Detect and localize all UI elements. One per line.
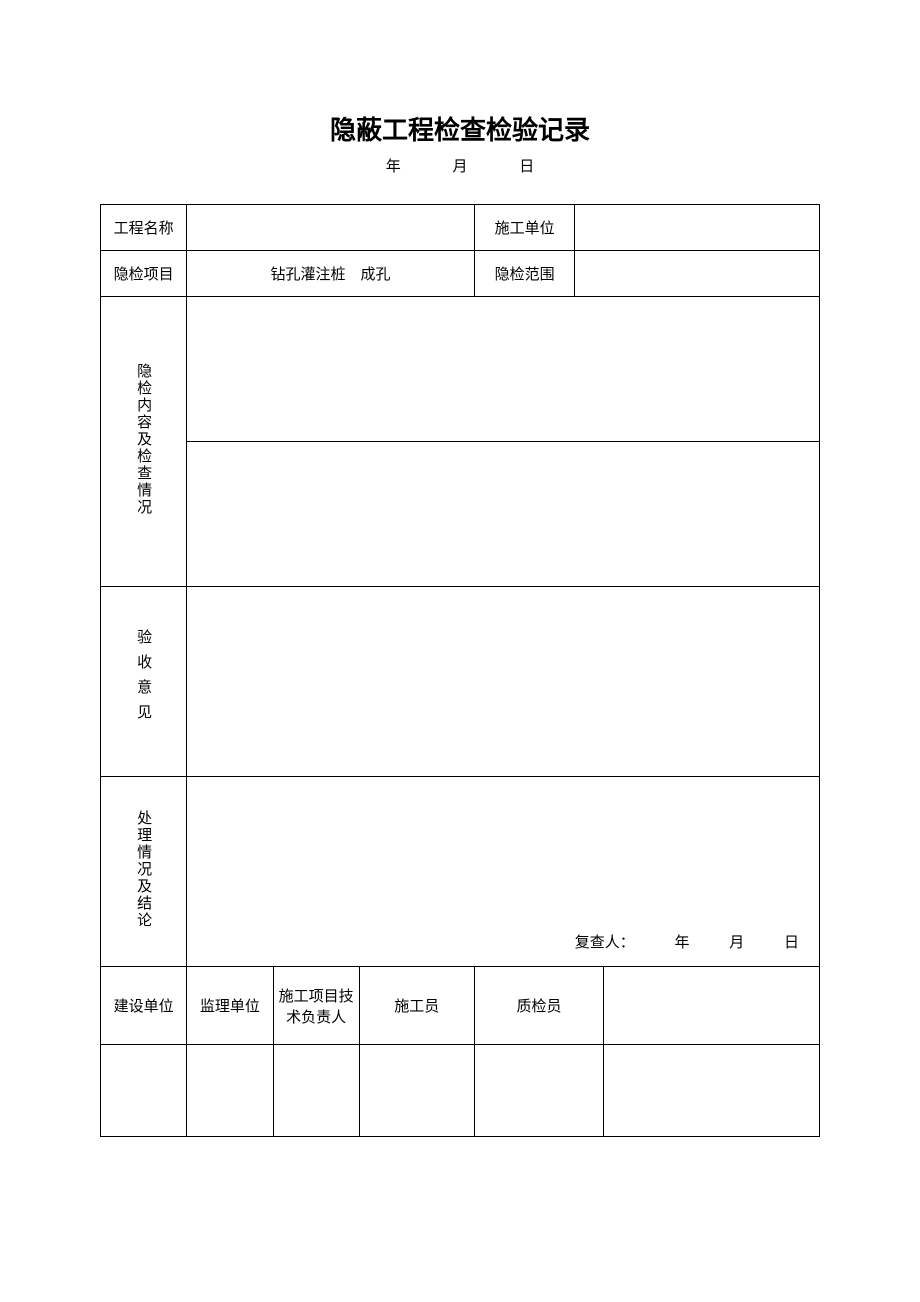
signer-tech-lead: 施工项目技术负责人: [273, 967, 359, 1045]
value-handling-conclusion: 复查人： 年 月 日: [187, 777, 820, 967]
content-inspection-lower: [187, 442, 820, 587]
label-handling-conclusion-text: 处理情况及结论: [133, 810, 154, 929]
signer-builder: 施工员: [359, 967, 474, 1045]
table-row: [101, 1045, 820, 1137]
date-day: 日: [519, 155, 534, 176]
table-row: 工程名称 施工单位: [101, 205, 820, 251]
value-acceptance-opinion: [187, 587, 820, 777]
value-inspect-scope: [575, 251, 820, 297]
review-line: 复查人： 年 月 日: [575, 935, 799, 951]
sig-cell: [359, 1045, 474, 1137]
signer-construction-owner: 建设单位: [101, 967, 187, 1045]
sig-cell: [604, 1045, 820, 1137]
table-row: [101, 442, 820, 587]
review-month: 月: [729, 935, 744, 951]
review-year: 年: [674, 935, 689, 951]
sig-cell: [187, 1045, 273, 1137]
table-row: 验收意见: [101, 587, 820, 777]
sig-cell: [474, 1045, 603, 1137]
date-month: 月: [452, 155, 467, 176]
label-content-inspection-text: 隐检内容及检查情况: [133, 363, 154, 516]
date-line: 年 月 日: [100, 155, 820, 176]
date-year: 年: [386, 155, 401, 176]
label-inspect-scope: 隐检范围: [474, 251, 575, 297]
page-title: 隐蔽工程检查检验记录: [100, 110, 820, 147]
sig-cell: [273, 1045, 359, 1137]
label-project-name: 工程名称: [101, 205, 187, 251]
review-prefix: 复查人：: [575, 935, 635, 951]
value-inspect-item: 钻孔灌注桩 成孔: [187, 251, 475, 297]
table-row: 隐检项目 钻孔灌注桩 成孔 隐检范围: [101, 251, 820, 297]
table-row: 建设单位 监理单位 施工项目技术负责人 施工员 质检员: [101, 967, 820, 1045]
review-day: 日: [784, 935, 799, 951]
label-construction-unit: 施工单位: [474, 205, 575, 251]
value-project-name: [187, 205, 475, 251]
form-table: 工程名称 施工单位 隐检项目 钻孔灌注桩 成孔 隐检范围 隐检内容及检查情况 验…: [100, 204, 820, 1137]
label-handling-conclusion: 处理情况及结论: [101, 777, 187, 967]
label-inspect-item: 隐检项目: [101, 251, 187, 297]
content-inspection-upper: [187, 297, 820, 442]
label-acceptance-opinion-text: 验收意见: [133, 629, 154, 729]
label-acceptance-opinion: 验收意见: [101, 587, 187, 777]
signer-qc: 质检员: [474, 967, 603, 1045]
table-row: 处理情况及结论 复查人： 年 月 日: [101, 777, 820, 967]
signer-blank: [604, 967, 820, 1045]
label-content-inspection: 隐检内容及检查情况: [101, 297, 187, 587]
signer-supervisor: 监理单位: [187, 967, 273, 1045]
value-construction-unit: [575, 205, 820, 251]
table-row: 隐检内容及检查情况: [101, 297, 820, 442]
sig-cell: [101, 1045, 187, 1137]
